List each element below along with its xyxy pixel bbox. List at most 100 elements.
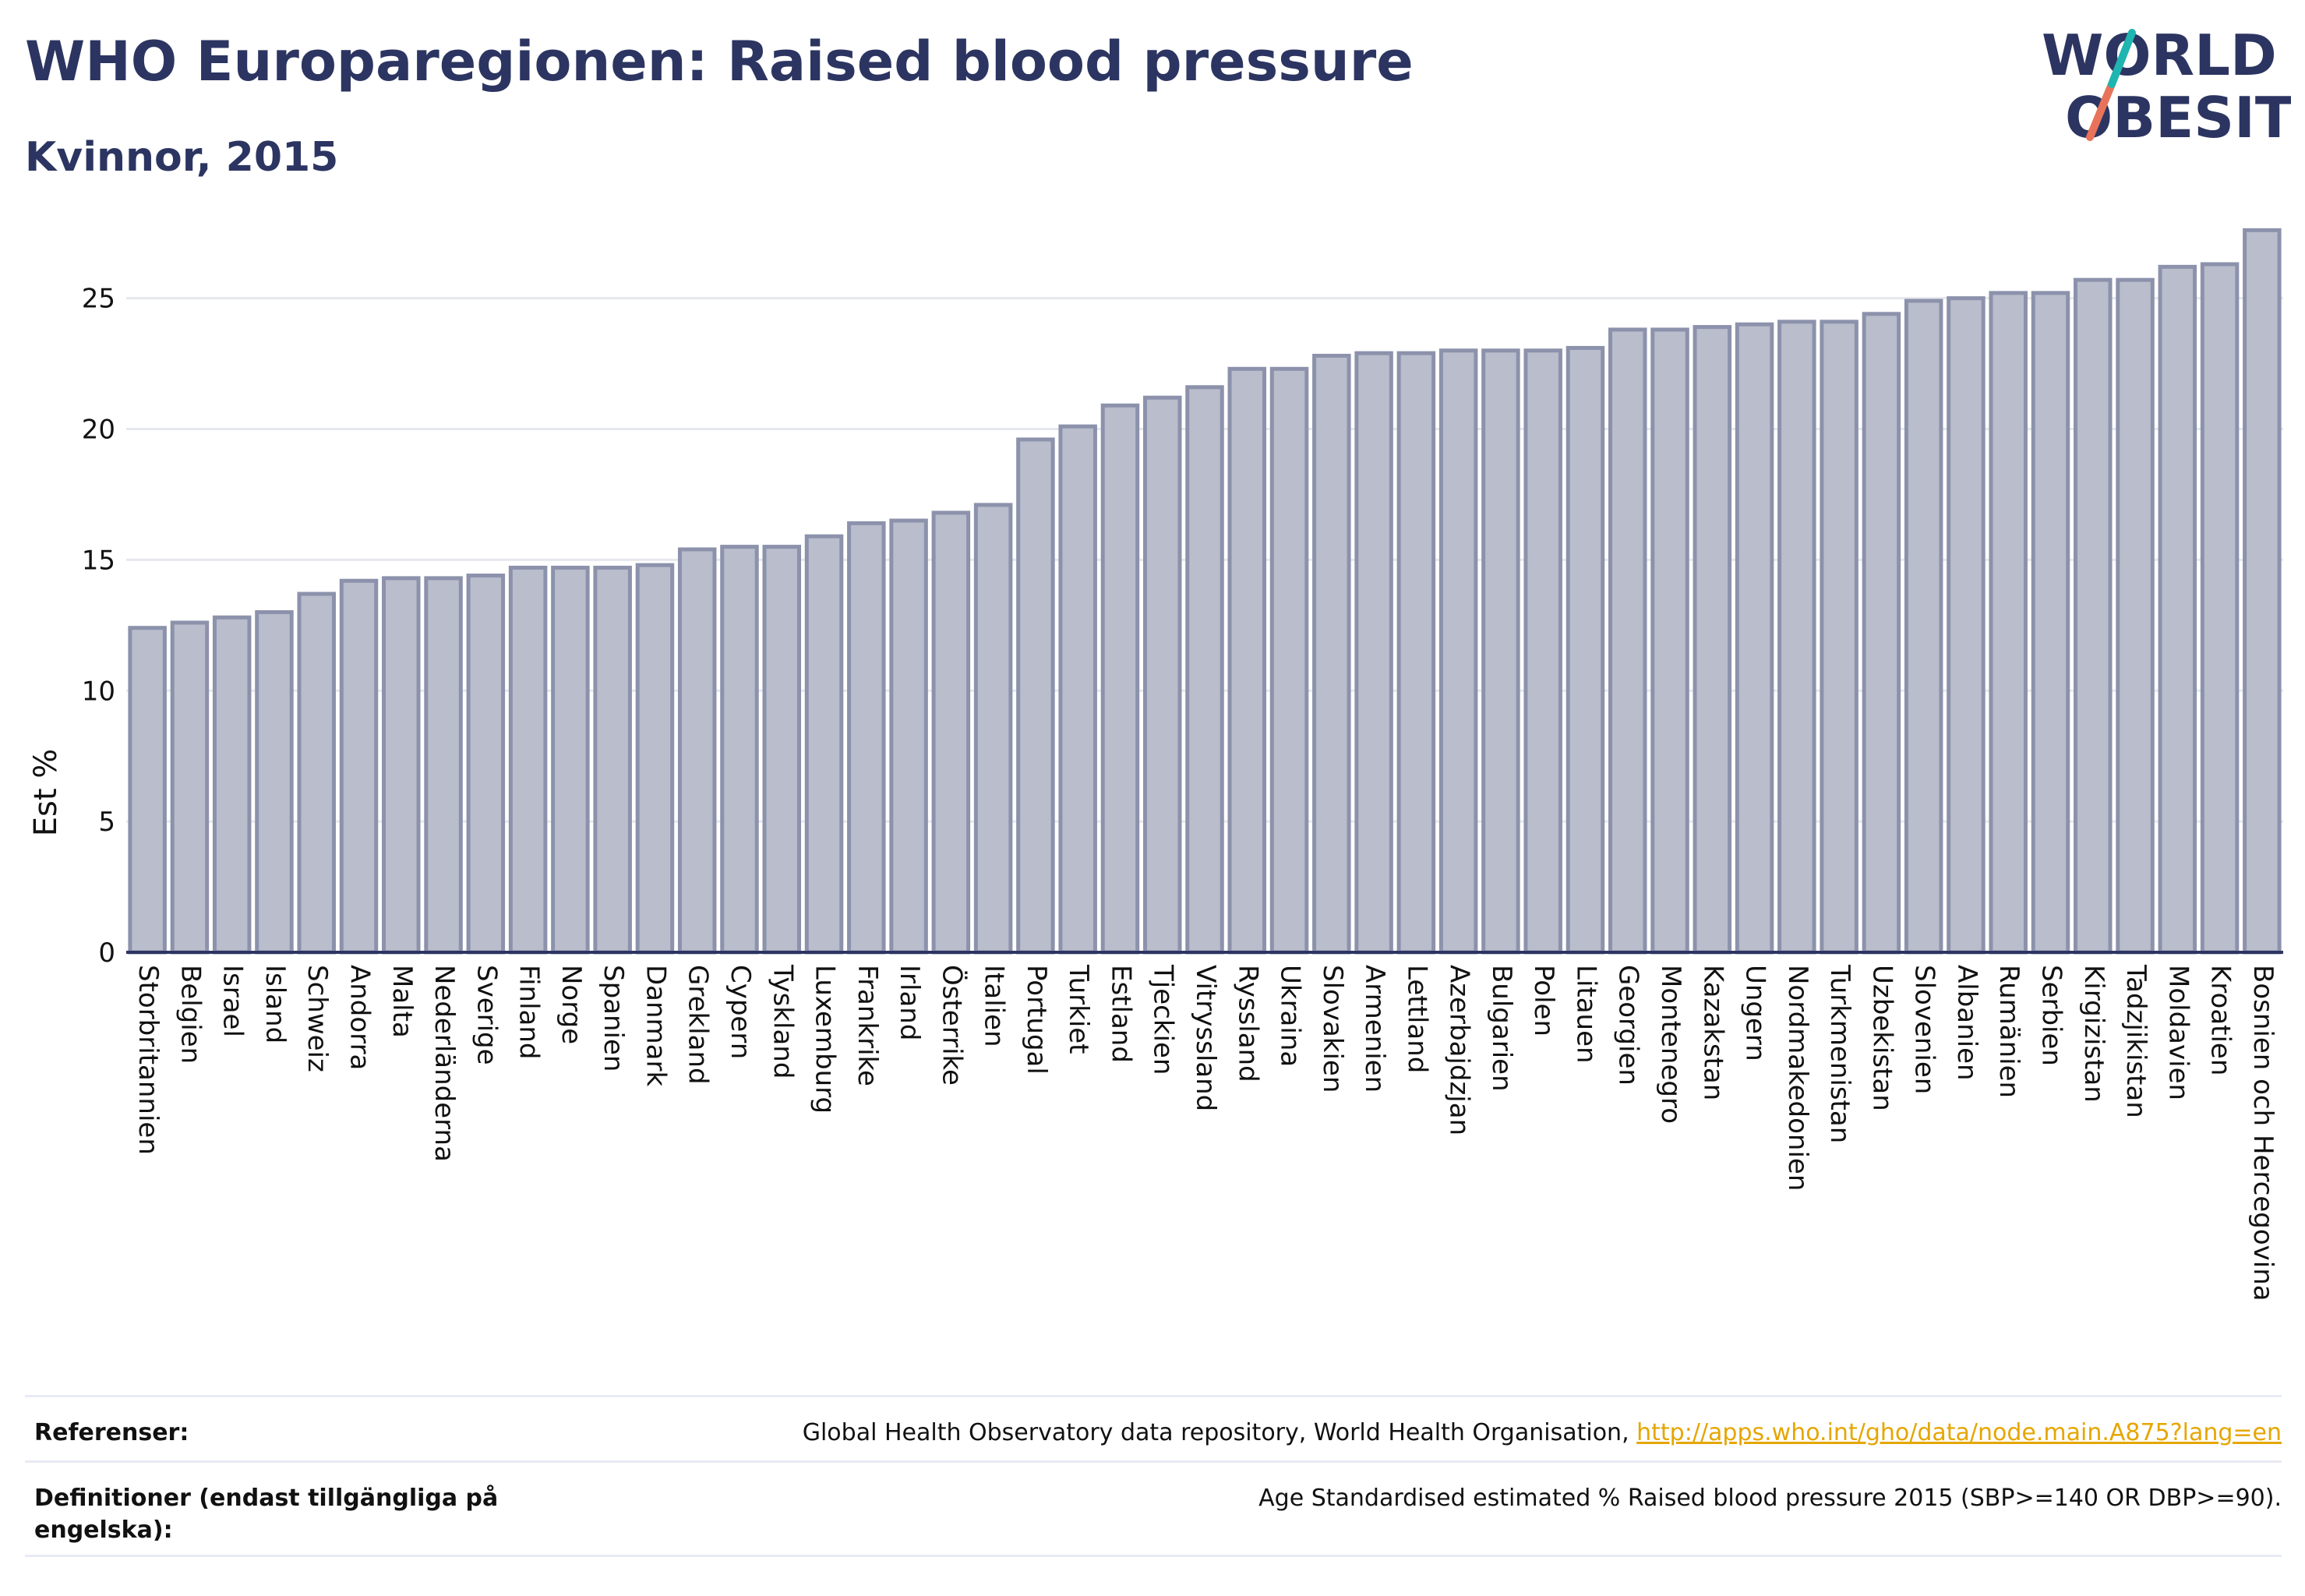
x-category-label: Armenien (1359, 965, 1390, 1093)
x-category-label: Schweiz (302, 965, 333, 1072)
x-category-label: Frankrike (852, 965, 883, 1086)
bar (255, 610, 294, 955)
x-category-label: Irland (894, 965, 925, 1040)
bar (1777, 320, 1816, 955)
bar (508, 565, 548, 955)
bar (1016, 437, 1055, 955)
y-tick-labels: 0 5 10 15 20 25 (82, 284, 115, 969)
x-category-label: Tadzjikistan (2120, 964, 2151, 1118)
x-category-label: Ukraina (1275, 965, 1306, 1067)
bar (1312, 354, 1351, 955)
logo-slash-lower (2086, 80, 2116, 141)
bar (1650, 327, 1689, 955)
bar (128, 626, 167, 955)
logo-line2: OBESITY (2065, 85, 2291, 150)
logo-line1: WORLD (2042, 23, 2277, 88)
x-category-label: Slovenien (1909, 965, 1940, 1094)
y-axis-title: Est % (28, 749, 64, 837)
x-category-label: Kroatien (2205, 965, 2236, 1075)
chart-footer: Referenser: Global Health Observatory da… (25, 1395, 2282, 1557)
y-tick-label: 20 (82, 415, 115, 446)
logo-slash-upper (2108, 29, 2136, 88)
references-text: Global Health Observatory data repositor… (802, 1419, 1637, 1446)
bar (1989, 291, 2028, 955)
bar (973, 503, 1013, 955)
x-category-label: Tjeckien (1148, 964, 1179, 1075)
x-category-label: Italien (979, 965, 1010, 1047)
x-category-label: Kazakstan (1697, 965, 1728, 1100)
references-link[interactable]: http://apps.who.int/gho/data/node.main.A… (1636, 1419, 2282, 1446)
x-category-label: Vitryssland (1190, 965, 1221, 1111)
category-labels: Storbritannien Belgien Israel Island Schweiz… (132, 964, 2279, 1301)
references-row: Referenser: Global Health Observatory da… (25, 1395, 2282, 1460)
x-category-label: Georgien (1613, 965, 1644, 1086)
bar (2116, 277, 2155, 955)
bar (2031, 291, 2070, 955)
bar (762, 545, 802, 955)
bar (931, 510, 971, 955)
x-category-label: Slovakien (1317, 965, 1348, 1093)
bar (1862, 312, 1901, 955)
x-category-label: Ryssland (1232, 965, 1263, 1082)
x-category-label: Finland (514, 965, 545, 1060)
x-category-label: Österrike (936, 965, 968, 1086)
bar-chart: 0 5 10 15 20 25 Storbritannien Belgien Israel Is… (28, 228, 2283, 1301)
bar (551, 565, 590, 955)
x-category-label: Nordmakedonien (1782, 965, 1813, 1191)
x-category-label: Litauen (1570, 965, 1601, 1064)
bar (170, 620, 210, 955)
x-category-label: Rumänien (1993, 965, 2024, 1098)
x-category-label: Andorra (344, 965, 376, 1070)
bar (1100, 403, 1140, 955)
x-category-label: Luxemburg (810, 965, 841, 1114)
x-category-label: Portugal (1021, 965, 1052, 1075)
y-tick-label: 0 (98, 937, 115, 969)
bar (297, 591, 336, 955)
definitions-value: Age Standardised estimated % Raised bloo… (1258, 1485, 2282, 1512)
bar (1185, 385, 1224, 955)
x-category-label: Storbritannien (132, 965, 164, 1155)
x-category-label: Malta (387, 965, 418, 1038)
x-category-label: Turkiet (1063, 964, 1094, 1054)
x-category-label: Montenegro (1655, 965, 1686, 1124)
x-category-label: Spanien (598, 965, 629, 1072)
bar (593, 565, 632, 955)
x-category-label: Bulgarien (1486, 965, 1517, 1092)
definitions-row: Definitioner (endast tillgängliga på eng… (25, 1460, 2282, 1557)
bar (1693, 325, 1732, 955)
bar (1438, 348, 1478, 955)
x-category-label: Island (259, 965, 291, 1043)
definitions-label: Definitioner (endast tillgängliga på eng… (34, 1485, 499, 1544)
references-value: Global Health Observatory data repositor… (803, 1418, 2282, 1449)
bar (1269, 366, 1309, 955)
bar (466, 574, 506, 955)
x-category-label: Bosnien och Hercegovina (2247, 965, 2279, 1301)
bar (2074, 277, 2113, 955)
x-category-label: Uzbekistan (1866, 965, 1897, 1111)
x-category-label: Norge (556, 965, 587, 1044)
x-category-label: Grekland (683, 965, 714, 1085)
x-category-label: Israel (217, 965, 249, 1037)
x-category-label: Sverige (471, 965, 502, 1065)
y-tick-label: 5 (98, 807, 115, 838)
bar (1820, 320, 1858, 955)
x-category-label: Albanien (1951, 965, 1982, 1081)
bar (1523, 348, 1562, 955)
bar (1354, 351, 1393, 955)
bar (847, 521, 886, 955)
bar (677, 547, 717, 955)
bar (1058, 424, 1097, 955)
bar (804, 534, 844, 955)
x-category-label: Polen (1528, 965, 1559, 1036)
y-tick-label: 10 (82, 676, 115, 707)
bar (635, 563, 675, 955)
x-category-label: Lettland (1401, 965, 1432, 1073)
bar (1735, 322, 1774, 955)
x-category-label: Cypern (725, 965, 756, 1059)
bars (128, 228, 2282, 955)
world-obesity-logo: WORLD OBESITY (2042, 23, 2291, 150)
x-category-label: Kirgizistan (2078, 965, 2109, 1103)
bar (1904, 298, 1943, 955)
x-category-label: Moldavien (2162, 965, 2194, 1100)
x-category-label: Nederländerna (429, 965, 460, 1162)
